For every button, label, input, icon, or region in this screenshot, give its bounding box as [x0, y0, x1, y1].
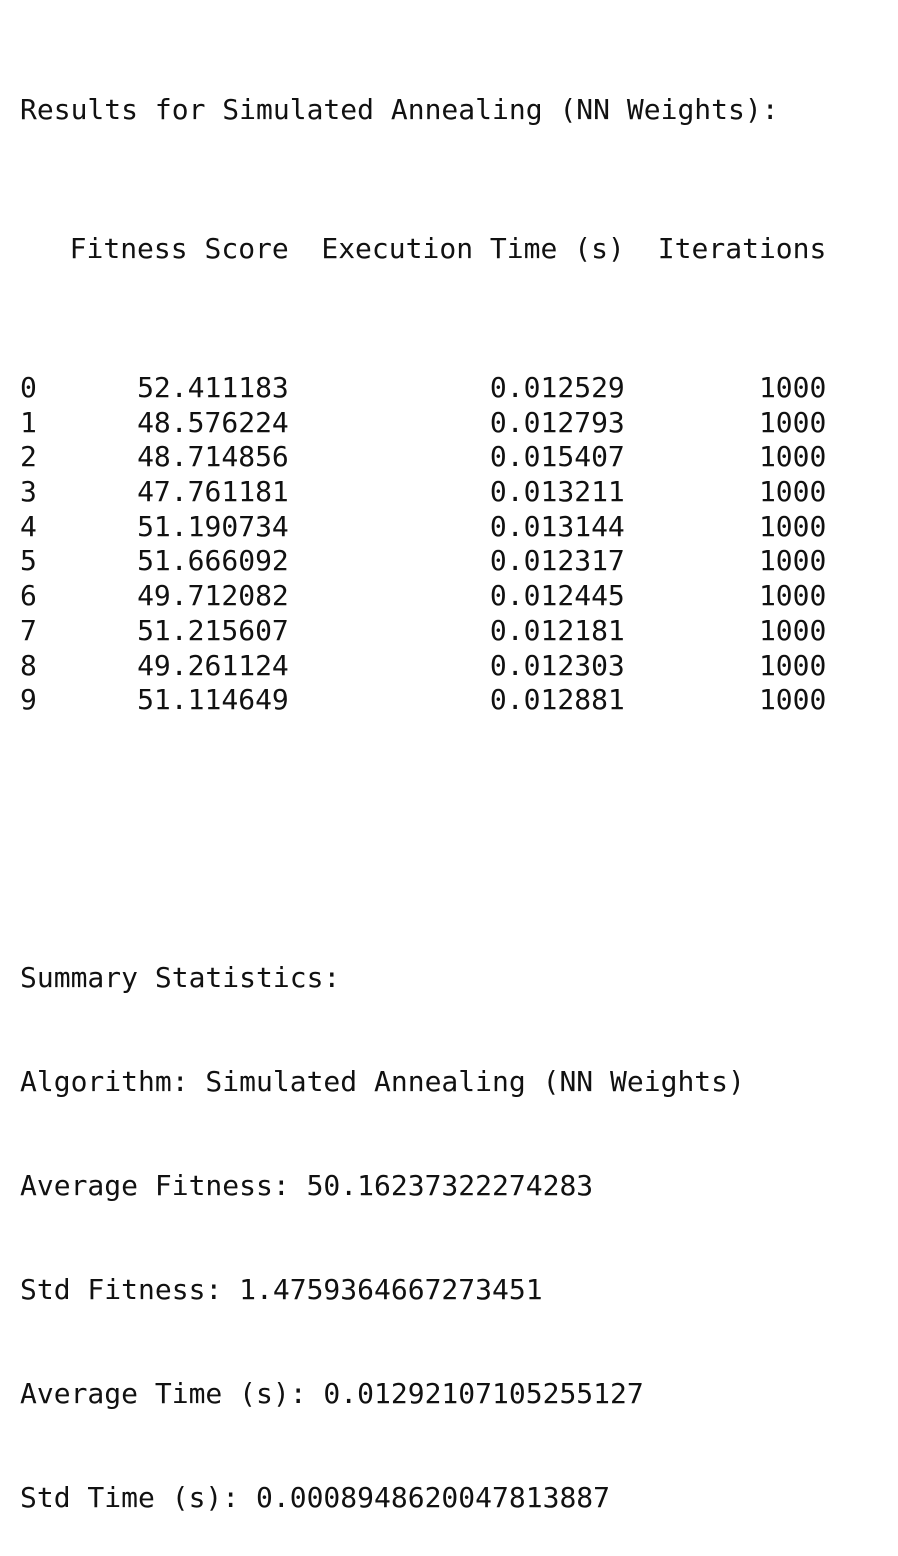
row-index: 7 [20, 613, 37, 647]
row-index: 9 [20, 683, 37, 717]
table-row: 1 48.576224 0.012793 1000 [20, 406, 826, 441]
row-index: 0 [20, 371, 37, 404]
table-row: 6 49.712082 0.012445 1000 [20, 579, 826, 614]
time-cell: 0.015407 [489, 440, 625, 474]
iterations-cell: 1000 [758, 544, 827, 578]
time-cell: 0.012881 [489, 683, 625, 717]
fitness-cell: 51.190734 [137, 509, 289, 543]
time-cell: 0.012445 [489, 579, 625, 613]
results-title: Results for Simulated Annealing (NN Weig… [20, 93, 779, 127]
iterations-cell: 1000 [758, 371, 827, 404]
row-index: 1 [20, 405, 37, 439]
row-index: 5 [20, 544, 37, 578]
summary-std-time: Std Time (s): 0.0008948620047813887 [20, 1481, 611, 1515]
row-index: 8 [20, 648, 37, 682]
time-cell: 0.012181 [489, 613, 625, 647]
fitness-cell: 49.712082 [137, 579, 289, 613]
console-output: Results for Simulated Annealing (NN Weig… [20, 24, 826, 1556]
column-header-iterations: Iterations [657, 232, 827, 266]
time-cell: 0.013144 [489, 509, 625, 543]
table-row: 8 49.261124 0.012303 1000 [20, 649, 826, 684]
table-row: 0 52.411183 0.012529 1000 [20, 371, 826, 406]
table-row: 3 47.761181 0.013211 1000 [20, 475, 826, 510]
summary-algorithm: Algorithm: Simulated Annealing (NN Weigh… [20, 1064, 745, 1098]
blank-line [20, 822, 826, 857]
column-header-fitness: Fitness Score [69, 232, 289, 266]
row-index: 6 [20, 579, 37, 613]
table-row: 9 51.114649 0.012881 1000 [20, 683, 826, 718]
fitness-cell: 48.714856 [137, 440, 289, 474]
fitness-cell: 51.215607 [137, 613, 289, 647]
iterations-cell: 1000 [758, 683, 827, 717]
iterations-cell: 1000 [758, 405, 827, 439]
summary-average-fitness: Average Fitness: 50.16237322274283 [20, 1168, 594, 1202]
fitness-cell: 52.411183 [137, 371, 289, 404]
iterations-cell: 1000 [758, 648, 827, 682]
iterations-cell: 1000 [758, 475, 827, 509]
fitness-cell: 51.666092 [137, 544, 289, 578]
time-cell: 0.012529 [489, 371, 625, 404]
column-header-time: Execution Time (s) [321, 232, 625, 266]
fitness-cell: 48.576224 [137, 405, 289, 439]
table-row: 5 51.666092 0.012317 1000 [20, 544, 826, 579]
time-cell: 0.012317 [489, 544, 625, 578]
fitness-cell: 47.761181 [137, 475, 289, 509]
time-cell: 0.012303 [489, 648, 625, 682]
table-row: 7 51.215607 0.012181 1000 [20, 614, 826, 649]
index-header [20, 232, 54, 267]
iterations-cell: 1000 [758, 440, 827, 474]
time-cell: 0.013211 [489, 475, 625, 509]
summary-std-fitness: Std Fitness: 1.4759364667273451 [20, 1273, 543, 1307]
iterations-cell: 1000 [758, 613, 827, 647]
table-row: 4 51.190734 0.013144 1000 [20, 510, 826, 545]
row-index: 4 [20, 509, 37, 543]
fitness-cell: 51.114649 [137, 683, 289, 717]
time-cell: 0.012793 [489, 405, 625, 439]
summary-title: Summary Statistics: [20, 960, 341, 994]
row-index: 3 [20, 475, 37, 509]
row-index: 2 [20, 440, 37, 474]
iterations-cell: 1000 [758, 509, 827, 543]
iterations-cell: 1000 [758, 579, 827, 613]
table-body: 0 52.411183 0.012529 1000 1 48.576224 0.012793… [20, 371, 826, 718]
summary-average-time: Average Time (s): 0.01292107105255127 [20, 1377, 644, 1411]
fitness-cell: 49.261124 [137, 648, 289, 682]
table-row: 2 48.714856 0.015407 1000 [20, 440, 826, 475]
table-header: Fitness Score Execution Time (s) Iterati… [20, 232, 827, 267]
